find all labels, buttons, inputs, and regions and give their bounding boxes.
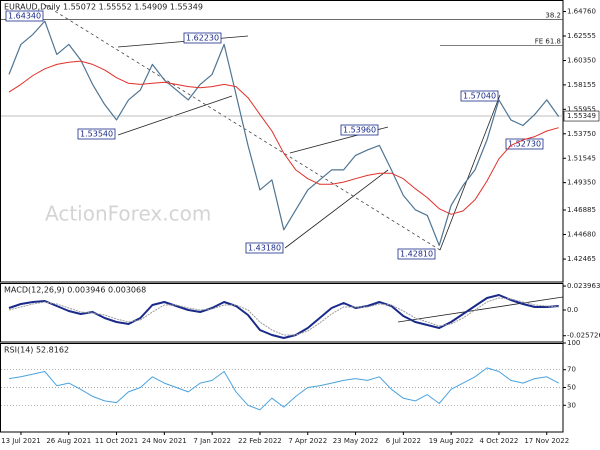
- annotation: 1.62230: [186, 34, 219, 43]
- watermark: ActionForex.com: [45, 202, 211, 226]
- y-tick-label: 1.51545: [567, 154, 596, 162]
- y-tick-label: 1.42465: [567, 255, 596, 263]
- x-tick-label: 7 Apr 2022: [288, 437, 327, 445]
- panel-frame: [0, 283, 564, 343]
- fib-label: 38.2: [545, 11, 561, 19]
- annotation-box: [183, 32, 222, 44]
- y-tick-label: 1.46885: [567, 206, 596, 214]
- series-line: [8, 294, 559, 339]
- annotation: 1.53540: [80, 130, 113, 139]
- trend-line: [117, 95, 233, 136]
- panel-title: RSI(14) 52.8162: [4, 346, 69, 355]
- series-line: [8, 60, 559, 215]
- y-tick-label: 100: [567, 339, 580, 347]
- x-tick-label: 22 Feb 2022: [238, 437, 282, 445]
- y-tick-label: 1.58155: [567, 81, 596, 89]
- trend-line: [117, 35, 249, 48]
- annotation-box: [340, 124, 379, 136]
- series-line: [8, 20, 560, 246]
- panel-frame: [0, 0, 564, 283]
- annotation-box: [77, 128, 116, 140]
- fib-label: FE 61.8: [535, 38, 561, 46]
- y-tick-label: 0.023963: [567, 282, 600, 290]
- x-tick-label: 4 Oct 2022: [480, 437, 519, 445]
- annotation: 1.57040: [463, 92, 496, 101]
- y-tick-label: 1.62555: [567, 32, 596, 40]
- trend-line: [439, 94, 501, 251]
- y-tick-label: 1.53750: [567, 130, 596, 138]
- annotation-box: [5, 10, 44, 22]
- x-tick-label: 24 Nov 2021: [142, 437, 187, 445]
- y-tick-label: 30: [567, 401, 576, 409]
- y-tick-label: 1.49350: [567, 179, 596, 187]
- x-tick-label: 19 Aug 2022: [429, 437, 474, 445]
- panel-title: MACD(12,26,9) 0.003946 0.003068: [4, 286, 146, 295]
- series-line: [8, 367, 559, 411]
- annotation: 1.52730: [508, 140, 541, 149]
- x-tick-label: 17 Nov 2022: [524, 437, 569, 445]
- annotation: 1.53960: [343, 126, 376, 135]
- annotation: 1.42810: [400, 250, 433, 259]
- y-tick-label: 1.55955: [567, 105, 596, 113]
- x-tick-label: 26 Aug 2021: [46, 437, 91, 445]
- series-line: [8, 297, 559, 336]
- y-tick-label: 70: [567, 366, 576, 374]
- y-tick-label: 50: [567, 384, 576, 392]
- y-tick-label: 1.64760: [567, 8, 596, 16]
- y-tick-label: 1.60350: [567, 57, 596, 65]
- x-tick-label: 13 Jul 2021: [1, 437, 41, 445]
- y-tick-label: -0.025726: [567, 332, 600, 340]
- x-tick-label: 23 May 2022: [333, 437, 379, 445]
- annotation: 1.43180: [248, 244, 281, 253]
- annotation-box: [245, 242, 284, 254]
- x-tick-label: 7 Jan 2022: [193, 437, 231, 445]
- trend-line: [284, 169, 389, 249]
- y-tick-label: 0.0: [567, 306, 578, 314]
- annotation: 1.64340: [8, 12, 41, 21]
- annotation-box: [460, 90, 499, 102]
- last-price-box: [563, 110, 600, 122]
- y-tick-label: 1.44680: [567, 230, 596, 238]
- last-price-label: 1.55349: [567, 112, 596, 120]
- plot-background: [0, 0, 563, 432]
- panel-title: EURAUD,Daily 1.55072 1.55552 1.54909 1.5…: [4, 3, 203, 12]
- x-tick-label: 11 Oct 2021: [95, 437, 138, 445]
- trend-line: [397, 296, 564, 323]
- annotation-box: [397, 248, 436, 260]
- x-tick-label: 6 Jul 2022: [386, 437, 421, 445]
